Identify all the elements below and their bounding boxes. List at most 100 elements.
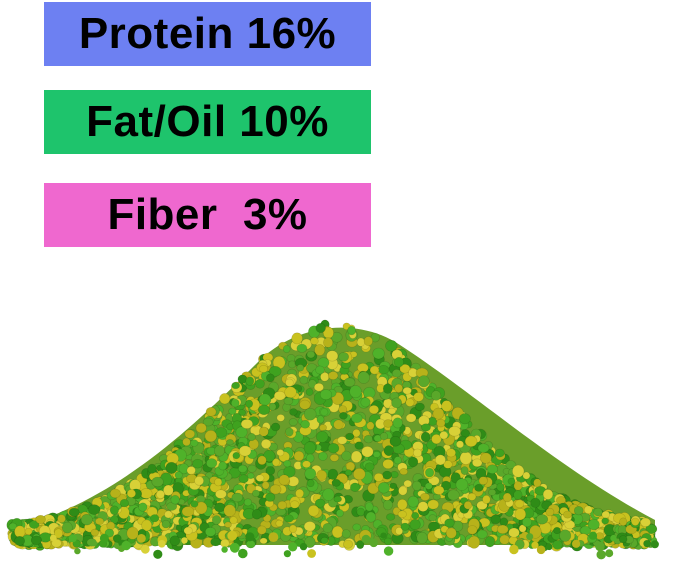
pellet (431, 390, 442, 401)
pellet (293, 450, 305, 462)
pellet (467, 525, 478, 535)
pellet (455, 440, 464, 449)
pellet (379, 432, 389, 441)
pellet (535, 514, 549, 525)
pellet (601, 510, 610, 519)
pellet (90, 528, 100, 537)
pellet (352, 523, 362, 531)
pellet (397, 498, 408, 511)
pellet (428, 514, 437, 522)
pellet (394, 383, 404, 393)
pellet (315, 322, 326, 333)
stray-pellet (227, 530, 238, 541)
pellet (322, 522, 333, 533)
pellet (30, 535, 43, 545)
pellet (640, 517, 651, 527)
pellet (467, 492, 477, 501)
protein-label: Protein 16% (44, 2, 371, 66)
pellet (161, 519, 171, 529)
pellet (363, 336, 373, 346)
pellet (553, 526, 561, 535)
pellet (268, 365, 282, 377)
pellet (28, 520, 40, 529)
stray-pellet (595, 541, 605, 552)
pellet (303, 441, 317, 455)
pellet (195, 501, 208, 515)
pellet (421, 423, 431, 432)
stray-pellet (605, 549, 614, 558)
pellet (204, 526, 217, 537)
pellet (303, 521, 316, 532)
pellet (521, 516, 532, 528)
pellet (251, 508, 262, 520)
pellet (230, 398, 240, 408)
pellet (335, 509, 344, 518)
pellet (327, 443, 340, 454)
pellet (417, 375, 430, 388)
pellet (226, 439, 234, 446)
pellet (488, 488, 497, 496)
pellet (183, 526, 193, 535)
pellet (256, 525, 267, 535)
pellet (140, 488, 153, 499)
pellet (405, 413, 417, 423)
pellet (343, 377, 356, 388)
pellet (433, 485, 445, 495)
pellet (165, 461, 178, 474)
pellet (399, 363, 411, 374)
pellet (356, 507, 365, 517)
stray-pellet (531, 541, 539, 549)
pellet (431, 434, 442, 445)
stray-pellet (536, 545, 546, 555)
pellet (243, 498, 252, 507)
pellet (486, 464, 499, 475)
pellet (245, 376, 255, 386)
stray-pellet (361, 534, 371, 544)
stray-pellet (153, 549, 163, 559)
pellet (184, 429, 196, 439)
pellet (53, 528, 64, 539)
pellet (238, 464, 248, 473)
pellet (57, 514, 66, 524)
pellet (87, 504, 101, 515)
pellet (389, 435, 402, 447)
pellet (327, 371, 339, 380)
pellet (275, 519, 284, 528)
pellet (304, 467, 317, 480)
pellet (262, 514, 272, 523)
pellet (333, 419, 344, 430)
pellet (95, 517, 105, 525)
stray-pellet (74, 547, 81, 555)
stray-pellet (50, 534, 57, 542)
stray-pellet (181, 537, 188, 544)
pellet (393, 357, 404, 368)
pellet (283, 514, 294, 523)
pellet (416, 531, 428, 545)
pellet (354, 441, 364, 450)
pellet (508, 527, 520, 538)
pellet (80, 513, 93, 526)
pellet (458, 413, 471, 425)
pellet (126, 489, 136, 498)
pellet (552, 539, 563, 550)
pellet (352, 428, 361, 438)
stray-pellet (596, 550, 606, 560)
pellet (306, 479, 315, 488)
pellet (478, 476, 488, 486)
pellet (499, 534, 510, 545)
pellet (259, 537, 268, 544)
pellet (313, 382, 324, 392)
stray-pellet (307, 549, 316, 558)
pellet (573, 506, 584, 516)
pellet (360, 397, 371, 408)
pellet (474, 483, 484, 492)
pellet (211, 515, 222, 525)
pellet (289, 408, 298, 416)
stray-pellet (383, 546, 394, 556)
pellet (316, 430, 329, 443)
pellet (258, 426, 269, 437)
pellet (496, 482, 505, 492)
pellet (322, 488, 335, 501)
pellet (361, 446, 374, 458)
pellet (288, 360, 297, 369)
